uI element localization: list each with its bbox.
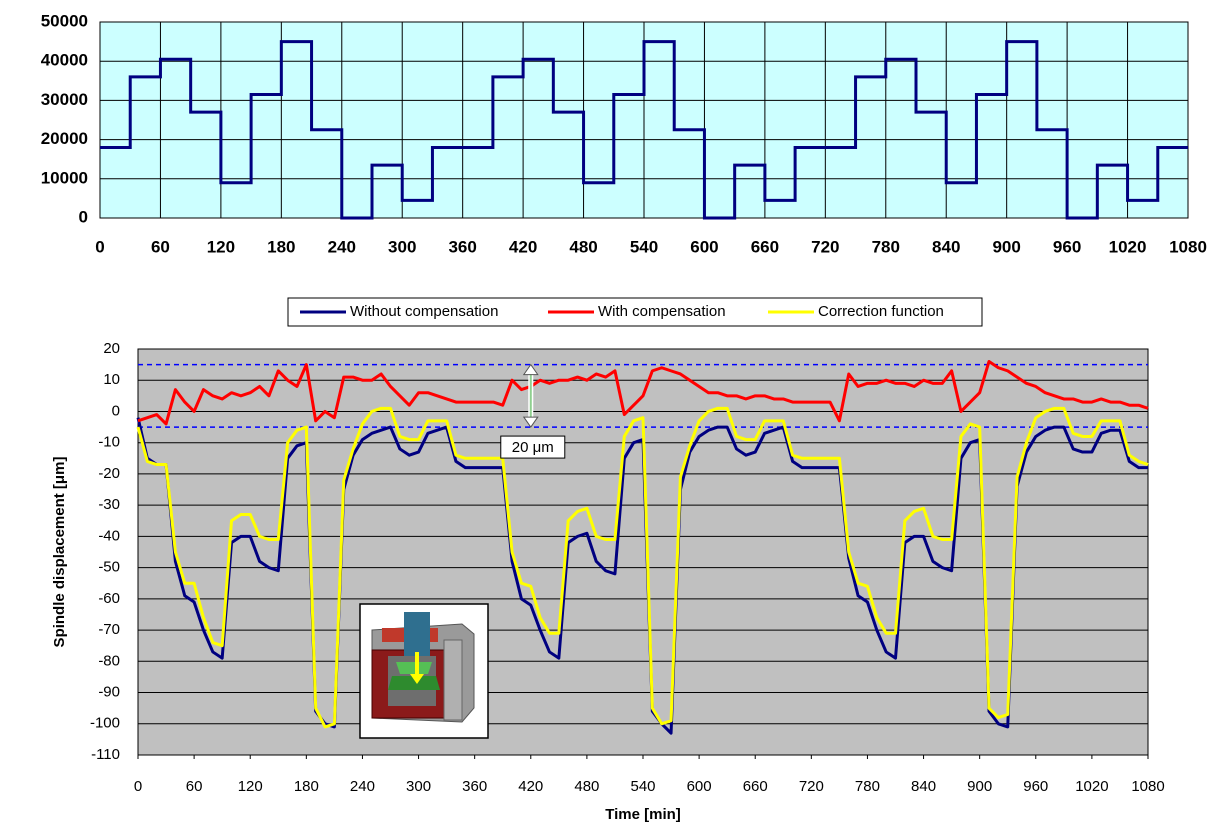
x-tick-label: 660 — [751, 237, 779, 256]
x-tick-label: 780 — [855, 778, 880, 795]
plot-area — [138, 349, 1148, 755]
x-tick-label: 720 — [799, 778, 824, 795]
x-tick-label: 0 — [95, 237, 104, 256]
x-tick-label: 420 — [518, 778, 543, 795]
x-tick-label: 1080 — [1131, 778, 1164, 795]
x-tick-label: 300 — [388, 237, 416, 256]
x-tick-label: 840 — [911, 778, 936, 795]
x-tick-label: 900 — [992, 237, 1020, 256]
legend-label: With compensation — [598, 303, 726, 320]
page: Time [min] Spindle displacement [μm] 0 10… — [0, 0, 1218, 830]
y-tick-label: 20 — [103, 340, 120, 357]
x-tick-label: 360 — [462, 778, 487, 795]
x-tick-label: 360 — [448, 237, 476, 256]
x-tick-label: 900 — [967, 778, 992, 795]
x-tick-label: 60 — [151, 237, 170, 256]
y-axis-title: Spindle displacement [μm] — [51, 457, 68, 648]
y-tick-label: -70 — [98, 621, 120, 638]
x-tick-label: 480 — [569, 237, 597, 256]
y-tick-label: -100 — [90, 715, 120, 732]
x-tick-label: 1020 — [1075, 778, 1108, 795]
y-tick-label: 0 — [112, 402, 120, 419]
y-tick-label: -90 — [98, 684, 120, 701]
x-tick-label: 1020 — [1109, 237, 1147, 256]
y-tick-label: -10 — [98, 434, 120, 451]
x-tick-label: 600 — [690, 237, 718, 256]
x-tick-label: 960 — [1023, 778, 1048, 795]
x-tick-label: 480 — [574, 778, 599, 795]
x-tick-label: 1080 — [1169, 237, 1207, 256]
x-tick-label: 120 — [207, 237, 235, 256]
y-tick-label: 20000 — [41, 129, 88, 148]
x-tick-label: 120 — [238, 778, 263, 795]
x-tick-label: 240 — [350, 778, 375, 795]
y-tick-label: 30000 — [41, 90, 88, 109]
x-tick-label: 180 — [267, 237, 295, 256]
y-tick-label: -20 — [98, 465, 120, 482]
x-tick-label: 180 — [294, 778, 319, 795]
x-tick-label: 840 — [932, 237, 960, 256]
y-tick-label: -60 — [98, 590, 120, 607]
inset-image — [360, 604, 488, 738]
legend-label: Without compensation — [350, 303, 498, 320]
y-tick-label: 0 — [79, 207, 88, 226]
x-tick-label: 0 — [134, 778, 142, 795]
y-tick-label: 10 — [103, 371, 120, 388]
x-tick-label: 600 — [687, 778, 712, 795]
x-tick-label: 720 — [811, 237, 839, 256]
y-tick-label: -40 — [98, 527, 120, 544]
y-tick-label: 10000 — [41, 168, 88, 187]
x-tick-label: 60 — [186, 778, 203, 795]
legend-label: Correction function — [818, 303, 944, 320]
y-tick-label: -30 — [98, 496, 120, 513]
y-tick-label: -50 — [98, 559, 120, 576]
x-tick-label: 420 — [509, 237, 537, 256]
y-tick-label: -110 — [91, 746, 120, 763]
annotation-text: 20 μm — [512, 439, 554, 456]
x-tick-label: 240 — [328, 237, 356, 256]
x-tick-label: 540 — [630, 237, 658, 256]
y-tick-label: 50000 — [41, 11, 88, 30]
y-tick-label: 40000 — [41, 51, 88, 70]
x-tick-label: 960 — [1053, 237, 1081, 256]
x-tick-label: 300 — [406, 778, 431, 795]
y-tick-label: -80 — [98, 652, 120, 669]
x-tick-label: 540 — [630, 778, 655, 795]
x-axis-title: Time [min] — [605, 806, 681, 823]
x-tick-label: 660 — [743, 778, 768, 795]
x-tick-label: 780 — [872, 237, 900, 256]
